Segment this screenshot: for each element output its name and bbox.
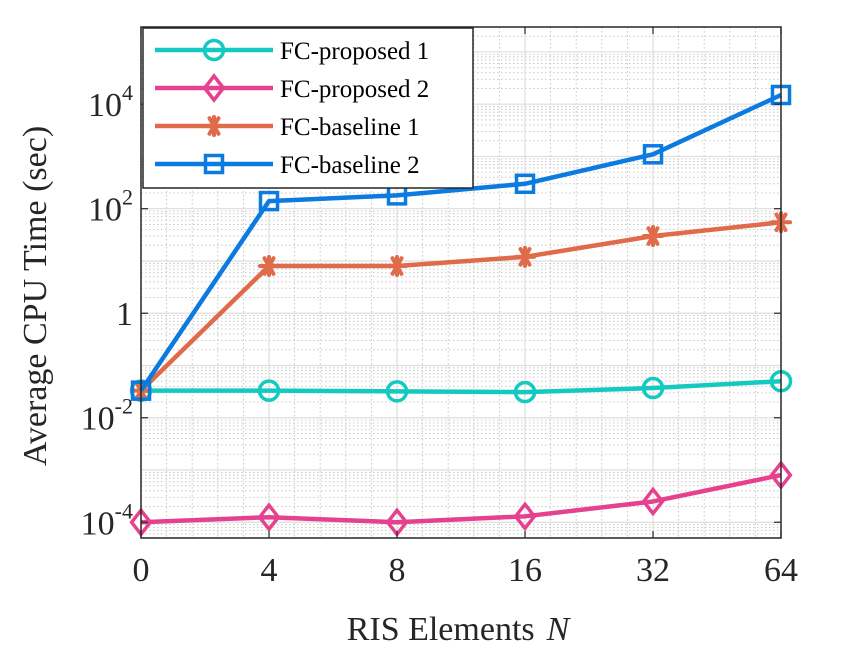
data-point [258,255,280,278]
x-tick-labels: 0 4 8 16 32 64 [133,552,799,589]
x-tick-label: 8 [389,552,406,589]
data-point [641,486,665,517]
legend-entry: FC-proposed 2 [155,73,429,103]
data-point [257,379,281,402]
legend-entry: FC-baseline 1 [155,114,420,141]
data-point [513,380,537,404]
x-axis-title-text: RIS Elements [347,611,535,648]
legend-marker [203,115,225,137]
legend: FC-proposed 1 FC-proposed 2 FC-baseline 1 F… [142,27,474,189]
y-axis-title: Average CPU Time (sec) [17,126,54,466]
data-point [386,255,408,278]
data-point [513,501,537,532]
legend-label: FC-proposed 2 [280,76,429,103]
x-tick-label: 16 [508,552,542,589]
data-point [642,144,664,165]
series-fc-proposed-1 [129,369,793,404]
y-tick-label: 104 [88,80,133,124]
x-axis-title: RIS Elements N [347,611,572,648]
data-point [258,190,280,212]
legend-entry: FC-baseline 2 [155,152,420,179]
data-point [641,376,665,400]
x-tick-label: 0 [133,552,150,589]
legend-label: FC-baseline 2 [280,152,420,179]
y-tick-labels: 10-4 10-2 1 102 104 [81,80,133,542]
data-point [385,380,409,403]
legend-label: FC-baseline 1 [280,114,420,141]
data-point [642,225,664,248]
series-line [139,92,782,392]
data-point [257,502,281,533]
y-tick-label: 1 [116,296,133,333]
series-line [140,472,782,525]
legend-label: FC-proposed 1 [280,38,429,65]
y-tick-label: 102 [88,185,133,229]
x-tick-label: 4 [261,552,278,589]
data-point [514,245,536,268]
legend-box [142,27,474,189]
y-tick-label: 10-2 [81,394,133,438]
x-tick-label: 32 [636,552,670,589]
x-tick-label: 64 [764,552,798,589]
axes-box [140,26,782,539]
legend-entry: FC-proposed 1 [155,38,429,65]
legend-marker [202,73,226,103]
data-point [514,173,536,195]
y-tick-label: 10-4 [81,498,133,542]
legend-marker [202,38,226,62]
legend-marker [203,153,225,175]
x-axis-title-var: N [546,611,572,648]
series-line [141,378,782,395]
series-line [139,220,782,393]
